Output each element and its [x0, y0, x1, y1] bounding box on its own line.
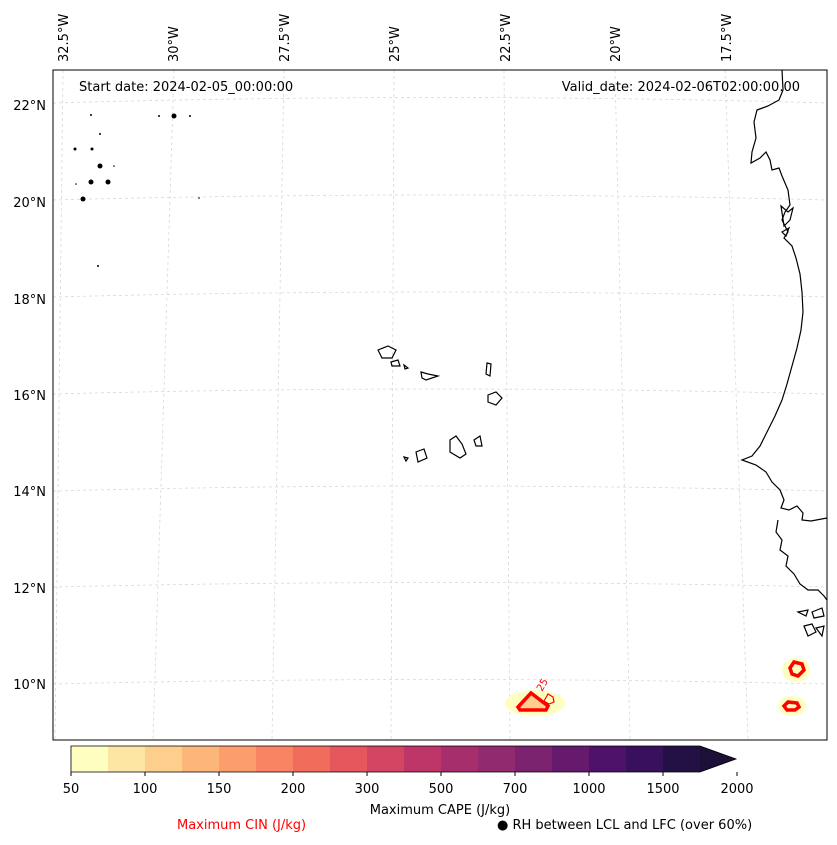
colorbar-tick-label: 100 — [133, 782, 158, 797]
lat-label: 10°N — [13, 678, 46, 693]
cin-small-contour — [543, 693, 555, 705]
lat-label: 22°N — [13, 99, 46, 114]
colorbar-segment — [256, 746, 294, 772]
lon-label: 27.5°W — [278, 14, 293, 62]
colorbar-segment — [404, 746, 442, 772]
colorbar-extend-arrow — [700, 746, 736, 772]
colorbar-tick-label: 700 — [503, 782, 528, 797]
lat-label: 18°N — [13, 293, 46, 308]
lon-label: 20°W — [609, 26, 624, 62]
lon-label: 25°W — [388, 26, 403, 62]
colorbar-segment — [367, 746, 405, 772]
colorbar-segment — [330, 746, 368, 772]
colorbar-segment — [293, 746, 331, 772]
rh-dots — [73, 113, 200, 267]
lat-label: 12°N — [13, 582, 46, 597]
colorbar-segment — [626, 746, 664, 772]
colorbar-tick-label: 300 — [355, 782, 380, 797]
start-date: Start date: 2024-02-05_00:00:00 — [79, 80, 293, 95]
map-frame — [52, 69, 828, 741]
coastlines — [377, 69, 828, 638]
colorbar-title: Maximum CAPE (J/kg) — [370, 803, 510, 818]
colorbar-segment — [219, 746, 257, 772]
colorbar-tick-label: 1500 — [646, 782, 679, 797]
lat-label: 14°N — [13, 485, 46, 500]
graticule — [52, 69, 828, 741]
lat-label: 20°N — [13, 196, 46, 211]
rh-legend-label: RH between LCL and LFC (over 60%) — [512, 818, 753, 833]
lon-label: 30°W — [167, 26, 182, 62]
colorbar-segment — [108, 746, 146, 772]
colorbar-tick-label: 1000 — [572, 782, 605, 797]
colorbar-tick-label: 50 — [63, 782, 80, 797]
lat-label: 16°N — [13, 389, 46, 404]
colorbar-segment — [71, 746, 109, 772]
rh-dot-icon: ● — [497, 818, 509, 833]
colorbar-segment — [515, 746, 553, 772]
colorbar-tick-label: 500 — [429, 782, 454, 797]
colorbar-tick-label: 150 — [207, 782, 232, 797]
colorbar-tick-label: 2000 — [720, 782, 753, 797]
valid-date: Valid_date: 2024-02-06T02:00:00.00 — [562, 80, 800, 95]
colorbar-tick-label: 200 — [281, 782, 306, 797]
colorbar-segment — [478, 746, 516, 772]
colorbar-segment — [441, 746, 479, 772]
colorbar-outline — [70, 745, 738, 773]
colorbar-segment — [663, 746, 701, 772]
colorbar: 50 100 150 200 300 500 700 1000 1500 2000 — [63, 745, 754, 797]
lon-label: 32.5°W — [57, 14, 72, 62]
lon-label: 17.5°W — [720, 14, 735, 62]
lon-label: 22.5°W — [499, 14, 514, 62]
colorbar-segment — [589, 746, 627, 772]
rh-legend: ● RH between LCL and LFC (over 60%) — [497, 818, 752, 833]
lat-labels: 22°N 20°N 18°N 16°N 14°N 12°N 10°N — [13, 99, 46, 693]
colorbar-segment — [552, 746, 590, 772]
cin-contours — [515, 660, 807, 712]
cin-legend-label: Maximum CIN (J/kg) — [177, 818, 307, 833]
colorbar-segment — [145, 746, 183, 772]
map-area — [53, 70, 827, 740]
colorbar-segment — [182, 746, 220, 772]
lon-labels: 32.5°W 30°W 27.5°W 25°W 22.5°W 20°W 17.5… — [57, 14, 735, 62]
